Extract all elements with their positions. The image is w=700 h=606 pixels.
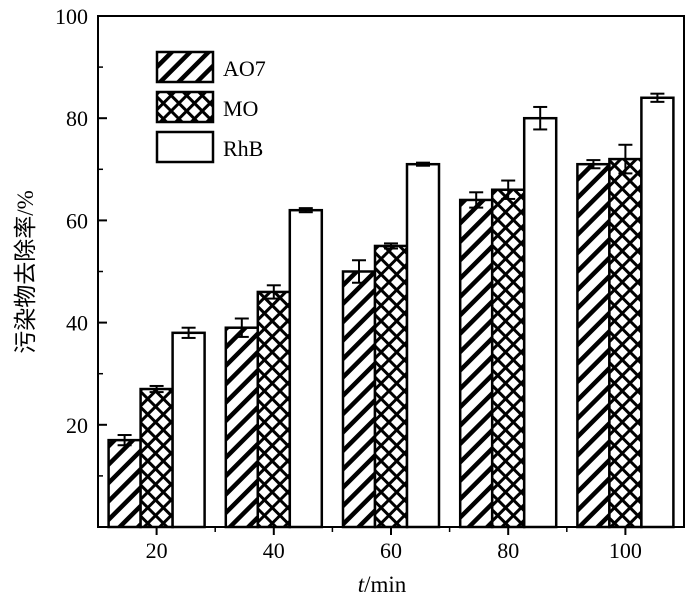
legend-swatch-ao7 (155, 50, 215, 84)
legend-swatch-mo (155, 90, 215, 124)
x-tick-label-60: 60 (380, 538, 402, 563)
bars-layer (107, 92, 675, 529)
bar-ao7-100 (576, 162, 611, 529)
y-tick-label-80: 80 (66, 106, 88, 131)
bar-mo-20 (139, 387, 174, 529)
bar-ao7-60 (341, 270, 377, 529)
bar-mo-60 (373, 244, 409, 529)
y-tick-label-40: 40 (66, 311, 88, 336)
bar-rhb-20 (171, 331, 206, 529)
bar-mo-40 (256, 290, 292, 529)
x-axis-title-unit: /min (364, 572, 407, 597)
legend-label-ao7: AO7 (223, 56, 266, 81)
legend-label-rhb: RhB (223, 136, 263, 161)
legend-label-mo: MO (223, 96, 258, 121)
bar-rhb-80 (522, 116, 558, 529)
x-axis-title-variable: t (358, 572, 365, 597)
x-tick-label-100: 100 (609, 538, 642, 563)
y-axis-title: 污染物去除率/% (13, 190, 38, 354)
x-tick-label-80: 80 (497, 538, 519, 563)
bar-ao7-80 (458, 198, 494, 529)
y-tick-label-20: 20 (66, 413, 88, 438)
bar-ao7-20 (107, 438, 142, 529)
bar-ao7-40 (224, 326, 260, 529)
x-axis-title: t/min (358, 572, 407, 597)
y-tick-label-60: 60 (66, 208, 88, 233)
x-tick-label-40: 40 (263, 538, 285, 563)
bar-rhb-60 (405, 162, 441, 529)
bar-rhb-100 (640, 96, 675, 529)
legend-swatch-rhb (155, 130, 215, 164)
bar-mo-100 (608, 157, 643, 529)
bar-mo-80 (490, 188, 526, 529)
axes-layer: 20 40 60 80 100 20 40 60 80 100 (55, 4, 685, 563)
y-tick-label-100: 100 (55, 4, 88, 29)
x-tick-label-20: 20 (146, 538, 168, 563)
legend: AO7 MO RhB (155, 50, 266, 164)
bar-rhb-40 (288, 208, 324, 529)
